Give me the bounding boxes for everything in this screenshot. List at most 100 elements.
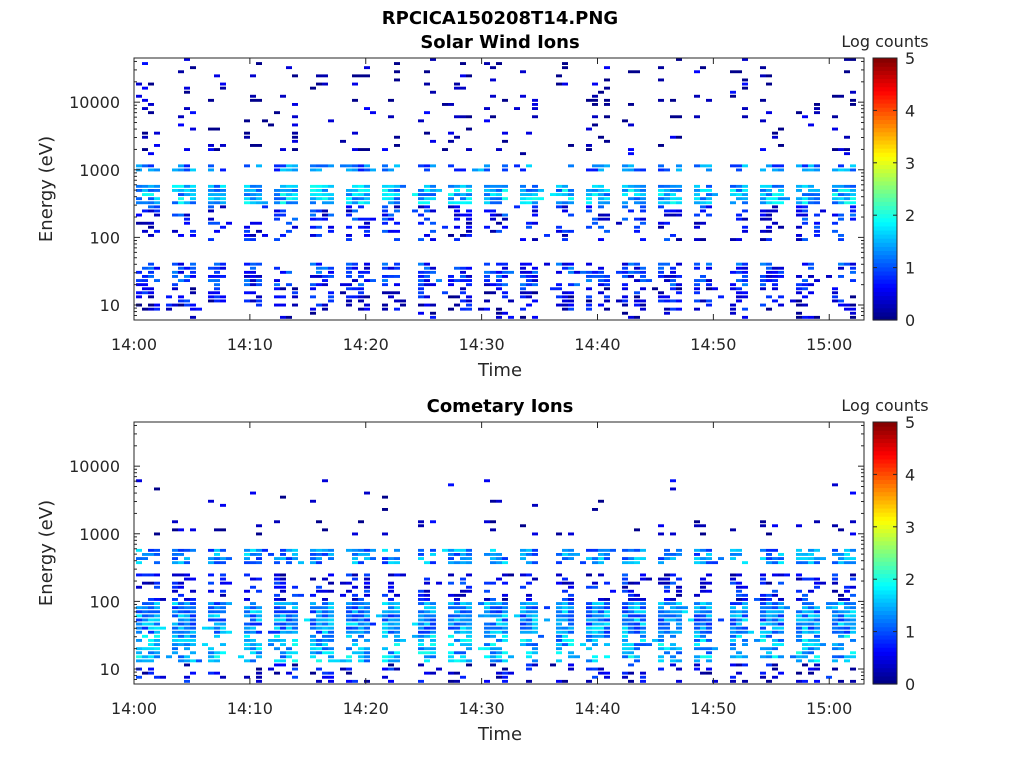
heatmap-cell [136,189,142,192]
heatmap-cell [556,634,562,638]
heatmap-cell [220,144,226,147]
heatmap-cell [628,270,634,274]
heatmap-cell [778,168,784,172]
heatmap-cell [568,598,574,601]
heatmap-cell [496,275,502,278]
heatmap-cell [184,107,190,110]
heatmap-cell [178,299,184,303]
heatmap-cell [256,189,262,192]
heatmap-cell [706,610,712,614]
heatmap-cell [700,299,706,303]
heatmap-cell [526,614,532,618]
heatmap-cell [814,585,820,589]
heatmap-cell [394,144,400,147]
heatmap-cell [310,499,316,503]
heatmap-cell [796,589,802,593]
heatmap-cell [598,283,604,287]
heatmap-cell [568,585,574,589]
heatmap-cell [172,275,178,278]
heatmap-cell [352,557,358,560]
heatmap-cell [310,189,316,192]
heatmap-cell [208,581,214,585]
heatmap-cell [496,221,502,225]
heatmap-cell [772,184,778,188]
heatmap-cell [814,107,820,110]
heatmap-cell [328,573,334,577]
heatmap-cell [706,283,712,287]
heatmap-cell [742,663,748,667]
heatmap-cell [208,561,214,565]
heatmap-cell [346,201,352,205]
heatmap-cell [220,266,226,270]
colorbar-tick-label: 2 [905,206,915,225]
heatmap-cell [286,189,292,192]
heatmap-cell [556,532,562,536]
heatmap-cell [154,573,160,577]
heatmap-cell [250,585,256,589]
colorbar-segment [873,58,897,63]
heatmap-cell [628,148,634,151]
heatmap-cell [622,630,628,634]
heatmap-cell [256,524,262,528]
heatmap-cell [808,602,814,605]
heatmap-cell [316,647,322,651]
heatmap-cell [832,168,838,172]
heatmap-cell [394,307,400,311]
heatmap-cell [382,667,388,671]
heatmap-cell [760,577,766,581]
heatmap-cell [526,622,532,626]
heatmap-cell [184,602,190,605]
heatmap-cell [148,573,154,577]
heatmap-cell [532,279,538,282]
heatmap-cell [556,201,562,205]
heatmap-cell [322,606,328,610]
heatmap-cell [532,618,538,622]
heatmap-cell [382,307,388,311]
heatmap-cell [310,234,316,237]
heatmap-cell [358,618,364,622]
heatmap-cell [190,275,196,278]
heatmap-cell [388,585,394,589]
heatmap-cell [640,299,646,303]
heatmap-cell [598,291,604,295]
heatmap-cell [508,671,514,675]
heatmap-cell [598,548,604,552]
heatmap-cell [832,647,838,651]
heatmap-cell [808,671,814,675]
heatmap-cell [502,189,508,192]
heatmap-cell [556,630,562,634]
heatmap-cell [502,168,508,172]
colorbar-tick-label: 3 [905,154,915,173]
heatmap-cell [670,287,676,291]
heatmap-cell [358,614,364,618]
heatmap-cell [778,655,784,659]
heatmap-cell [808,630,814,634]
heatmap-cell [322,626,328,630]
heatmap-cell [454,593,460,597]
heatmap-cell [358,602,364,605]
heatmap-cell [496,626,502,630]
heatmap-cell [616,270,622,274]
heatmap-cell [256,610,262,614]
heatmap-cell [328,213,334,217]
heatmap-cell [778,622,784,626]
heatmap-cell [796,189,802,192]
heatmap-cell [142,184,148,188]
heatmap-cell [250,266,256,270]
heatmap-cell [778,639,784,642]
heatmap-cell [172,602,178,605]
heatmap-cell [676,201,682,205]
heatmap-cell [316,197,322,201]
heatmap-cell [142,86,148,90]
heatmap-cell [328,651,334,655]
heatmap-cell [484,119,490,123]
heatmap-cell [322,618,328,622]
heatmap-cell [250,74,256,78]
heatmap-cell [664,197,670,201]
heatmap-cell [184,639,190,642]
heatmap-cell [136,651,142,655]
heatmap-cell [214,201,220,205]
heatmap-cell [640,168,646,172]
heatmap-cell [364,164,370,168]
heatmap-cell [280,589,286,593]
